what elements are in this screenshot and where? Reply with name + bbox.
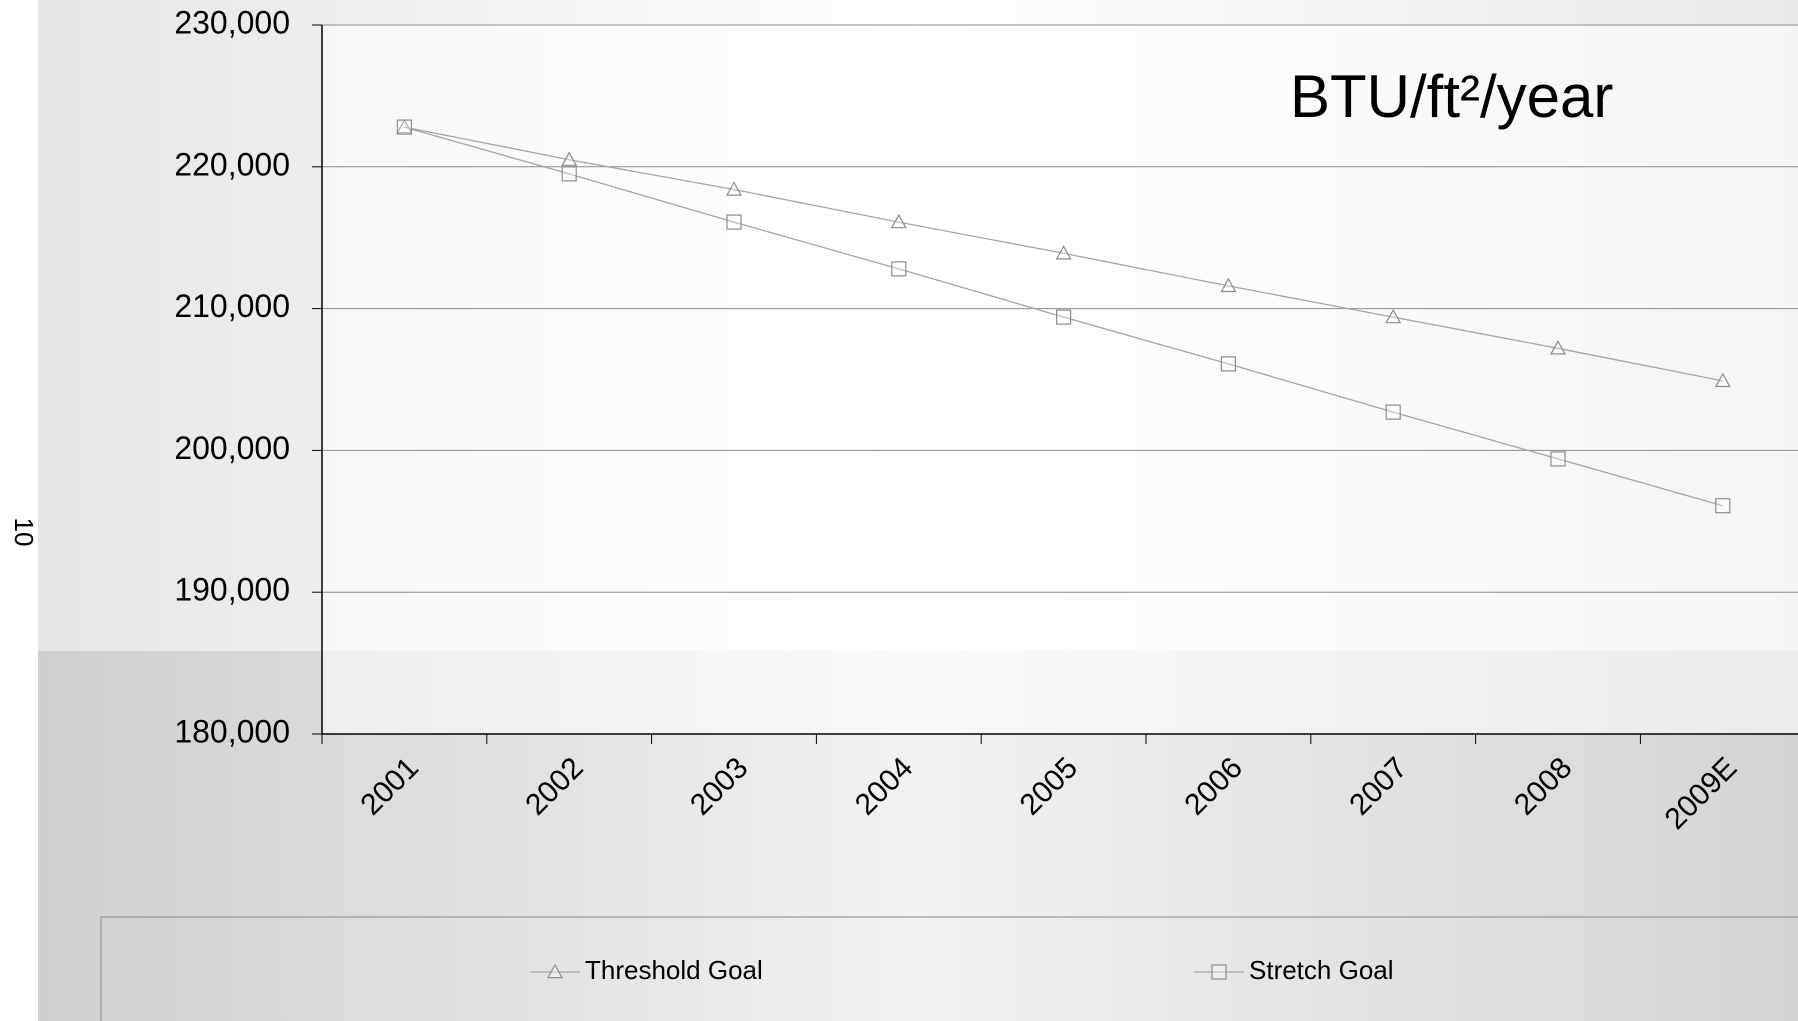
data-point xyxy=(726,214,742,230)
legend-label: Stretch Goal xyxy=(1249,955,1394,985)
data-point xyxy=(725,181,743,196)
y-tick-label: 220,000 xyxy=(174,146,290,182)
series-line xyxy=(404,126,1723,507)
data-point xyxy=(396,119,412,135)
y-tick-label: 200,000 xyxy=(174,430,290,466)
legend-label: Threshold Goal xyxy=(585,955,763,985)
data-point xyxy=(1385,308,1402,324)
y-tick-label: 190,000 xyxy=(174,572,290,608)
legend-marker xyxy=(546,963,564,979)
data-point xyxy=(561,151,578,166)
data-point xyxy=(891,261,907,277)
series-line xyxy=(404,126,1723,382)
data-point xyxy=(890,213,907,229)
data-point xyxy=(1055,245,1072,260)
data-point xyxy=(1714,372,1731,388)
legend-box xyxy=(100,916,1798,1021)
data-point xyxy=(1715,498,1731,514)
data-point xyxy=(1549,340,1567,355)
data-point xyxy=(1550,451,1566,467)
data-point xyxy=(1055,309,1072,325)
data-point xyxy=(1385,404,1401,420)
data-point xyxy=(396,118,413,134)
page-number: 10 xyxy=(9,518,39,547)
plot-area xyxy=(322,25,1798,734)
data-point xyxy=(1220,356,1237,372)
data-point xyxy=(1220,277,1237,293)
y-tick-label: 230,000 xyxy=(174,4,290,40)
data-point xyxy=(561,166,577,182)
y-tick-label: 180,000 xyxy=(174,713,290,749)
y-tick-label: 210,000 xyxy=(174,288,290,324)
legend-marker xyxy=(1211,964,1227,980)
chart-title: BTU/ft²/year xyxy=(1290,63,1613,130)
